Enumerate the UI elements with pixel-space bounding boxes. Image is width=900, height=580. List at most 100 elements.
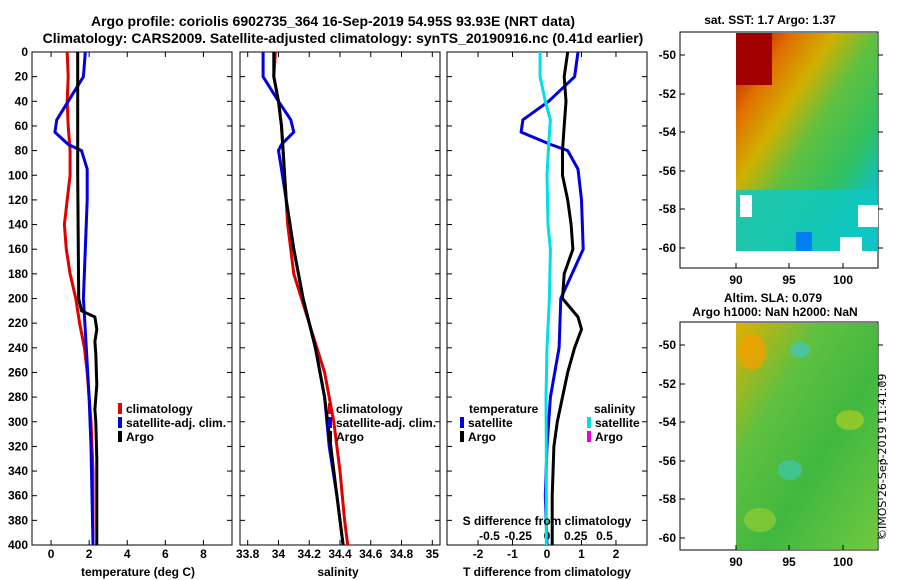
legend-temperature-title: temperature	[469, 402, 539, 416]
map-lat-label: -54	[659, 125, 677, 139]
legend-argo: Argo	[336, 430, 364, 444]
x-tick-label: -1	[507, 547, 518, 561]
legend-satellite: satellite-adj. clim.	[126, 416, 226, 430]
depth-tick-label: 360	[8, 489, 28, 503]
sla-eddy-4	[836, 410, 864, 430]
sla-eddy-1	[738, 334, 766, 370]
sst-map-title: sat. SST: 1.7 Argo: 1.37	[704, 13, 836, 27]
sst-land-mask-3	[840, 237, 862, 251]
legend-swatch-temp-satellite	[460, 417, 464, 428]
legend-temp-argo: Argo	[468, 430, 496, 444]
difference-panel: -2 -1 0 1 2-0.5 -0.25 0 0.25 0.5 T difference fr…	[446, 51, 648, 579]
s-difference-label: S difference from climatology	[463, 514, 632, 528]
legend-climatology: climatology	[126, 402, 193, 416]
x-tick-label: 6	[162, 547, 169, 561]
sla-eddy-3	[778, 460, 802, 480]
s-diff-tick-label: -0.5	[479, 529, 500, 543]
x-tick-label: 34.2	[298, 547, 322, 561]
salinity-legend: climatology satellite-adj. clim. Argo	[328, 402, 436, 444]
sst-warm-patch	[736, 33, 772, 85]
legend-argo: Argo	[126, 430, 154, 444]
map-lon-label: 95	[782, 273, 796, 287]
map-lat-label: -54	[659, 415, 677, 429]
series-line-satellite-adj-clim-	[53, 52, 95, 545]
depth-tick-label: 220	[8, 316, 28, 330]
temperature-legend: climatology satellite-adj. clim. Argo	[118, 402, 226, 444]
salinity-xlabel: salinity	[317, 565, 359, 579]
map-lon-label: 95	[782, 555, 796, 569]
map-lon-label: 100	[833, 555, 853, 569]
s-diff-tick-label: 0.5	[596, 529, 613, 543]
depth-tick-label: 80	[15, 144, 29, 158]
depth-tick-label: 20	[15, 70, 29, 84]
difference-legend: temperature satellite Argo salinity sate…	[460, 402, 640, 444]
x-tick-label: 1	[578, 547, 585, 561]
depth-tick-label: 60	[15, 119, 29, 133]
x-tick-label: 2	[613, 547, 620, 561]
map-lat-label: -56	[659, 164, 677, 178]
x-tick-label: 33.8	[236, 547, 260, 561]
x-tick-label: 34	[272, 547, 286, 561]
x-tick-label: 0	[544, 547, 551, 561]
map-lon-label: 90	[729, 555, 743, 569]
x-tick-label: 34.8	[390, 547, 414, 561]
legend-swatch-satellite	[118, 417, 122, 428]
series-line-argo	[272, 52, 345, 545]
series-line-temperature-argo	[550, 52, 583, 545]
series-line-temperature-satellite	[519, 52, 585, 545]
depth-tick-label: 180	[8, 267, 28, 281]
legend-swatch-argo	[328, 431, 332, 442]
sla-map-title-2: Argo h1000: NaN h2000: NaN	[692, 305, 857, 319]
map-lat-label: -52	[659, 377, 677, 391]
legend-swatch-sal-argo	[587, 431, 591, 442]
x-tick-label: -2	[473, 547, 484, 561]
depth-tick-label: 100	[8, 168, 28, 182]
x-tick-label: 35	[426, 547, 440, 561]
map-lat-label: -60	[659, 531, 677, 545]
legend-swatch-climatology	[328, 403, 332, 414]
x-tick-label: 8	[200, 547, 207, 561]
depth-tick-label: 340	[8, 464, 28, 478]
sla-map-title-1: Altim. SLA: 0.079	[724, 291, 822, 305]
legend-sal-argo: Argo	[595, 430, 623, 444]
depth-tick-label: 380	[8, 513, 28, 527]
sla-eddy-2	[790, 342, 810, 358]
map-lat-label: -50	[659, 338, 677, 352]
series-line-climatology	[272, 52, 350, 545]
depth-tick-label: 300	[8, 415, 28, 429]
x-tick-label: 2	[86, 547, 93, 561]
sst-map: sat. SST: 1.7 Argo: 1.37 -50 -52 -54 -56 -58…	[659, 13, 883, 287]
temperature-xlabel: temperature (deg C)	[81, 565, 195, 579]
x-tick-label: 4	[124, 547, 131, 561]
difference-xlabel: T difference from climatology	[463, 565, 631, 579]
title-line-1: Argo profile: coriolis 6902735_364 16-Se…	[91, 13, 575, 29]
map-lat-label: -56	[659, 454, 677, 468]
series-line-salinity-satellite	[538, 52, 552, 545]
depth-tick-label: 400	[8, 538, 28, 552]
map-lat-label: -58	[659, 202, 677, 216]
s-diff-tick-label: 0.25	[564, 529, 588, 543]
legend-climatology: climatology	[336, 402, 403, 416]
legend-sal-satellite: satellite	[595, 416, 640, 430]
x-tick-label: 0	[48, 547, 55, 561]
sst-blue-patch	[796, 232, 812, 251]
map-lat-label: -60	[659, 241, 677, 255]
map-lat-label: -50	[659, 48, 677, 62]
depth-tick-label: 280	[8, 390, 28, 404]
depth-tick-label: 240	[8, 341, 28, 355]
depth-tick-label: 160	[8, 242, 28, 256]
title-line-2: Climatology: CARS2009. Satellite-adjuste…	[43, 30, 644, 46]
salinity-panel: 33.8 34 34.2 34.4 34.6 34.8 35 salinity climat…	[236, 51, 441, 579]
legend-swatch-temp-argo	[460, 431, 464, 442]
x-tick-label: 34.6	[359, 547, 383, 561]
legend-swatch-climatology	[118, 403, 122, 414]
x-tick-label: 34.4	[328, 547, 352, 561]
depth-tick-label: 0	[21, 45, 28, 59]
depth-tick-label: 140	[8, 218, 28, 232]
map-lat-label: -52	[659, 87, 677, 101]
depth-tick-label: 200	[8, 292, 28, 306]
series-line-argo	[76, 52, 99, 545]
sla-eddy-5	[744, 508, 776, 532]
sst-land-mask-2	[858, 205, 878, 227]
map-lon-label: 100	[833, 273, 853, 287]
